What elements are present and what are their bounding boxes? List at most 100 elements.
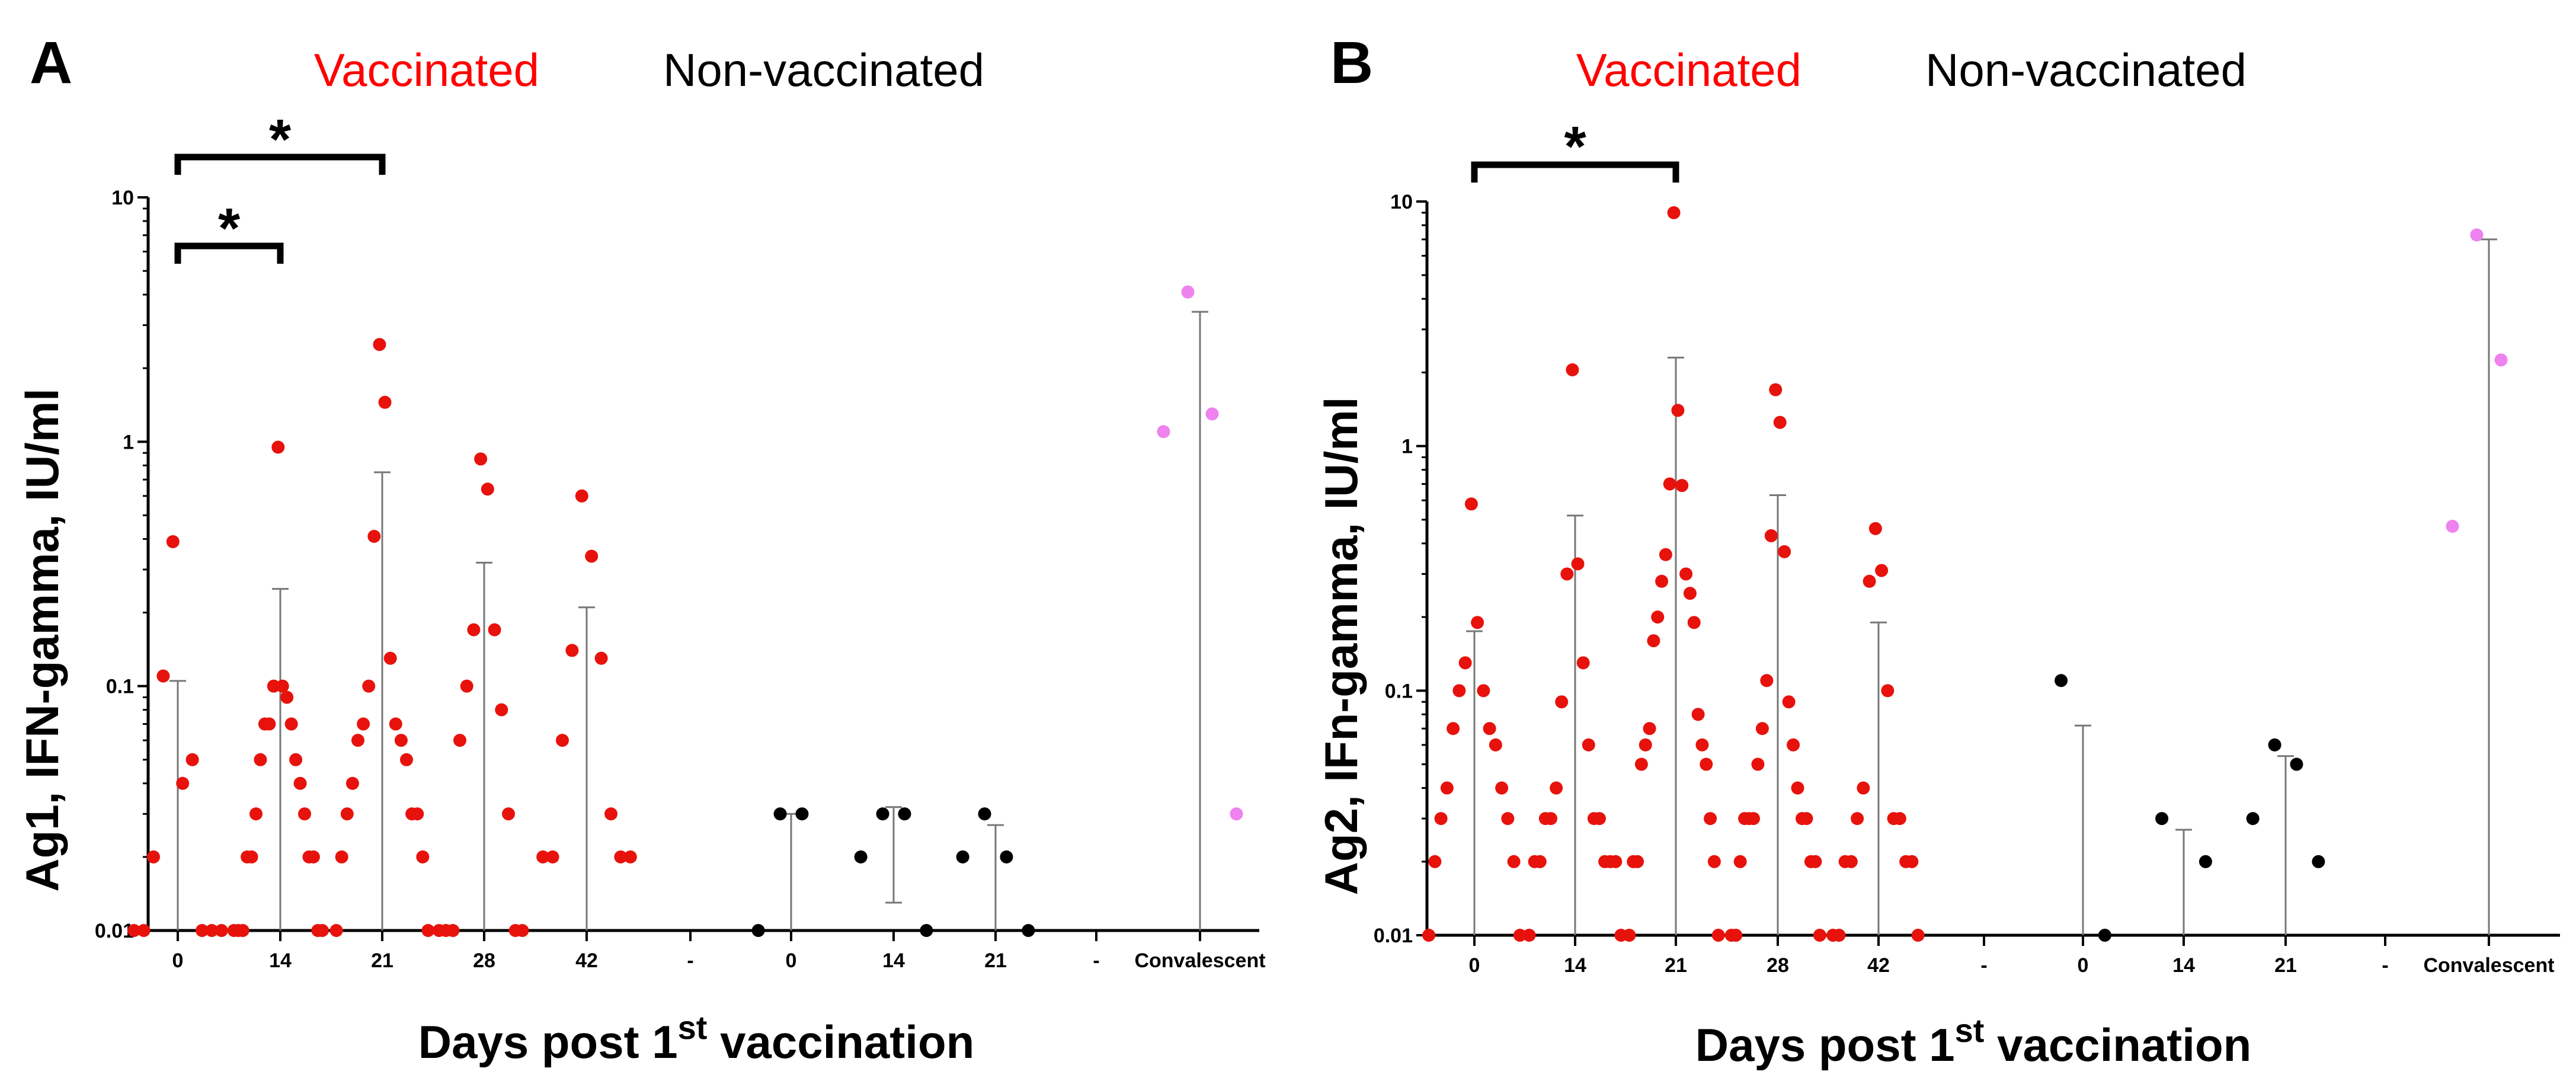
panel-a-data-point xyxy=(453,734,466,747)
panel-b-data-point xyxy=(1695,738,1709,752)
panel-a-data-point xyxy=(614,850,628,864)
panel-a-data-point xyxy=(249,807,263,821)
panel-b-data-point xyxy=(1724,929,1738,942)
panel-b-x-tick: 14 xyxy=(2172,954,2195,977)
panel-b-data-point xyxy=(1489,738,1502,752)
panel-a-data-point xyxy=(362,679,376,693)
panel-b-data-point xyxy=(1679,567,1693,581)
panel-b-data-point xyxy=(2312,855,2325,868)
panel-a-group-vaccinated: Vaccinated xyxy=(314,44,539,96)
panel-b-data-point xyxy=(1471,616,1484,629)
panel-a-data-point xyxy=(367,529,381,543)
panel-b-data-point xyxy=(1813,929,1826,942)
panel-a-data-point xyxy=(306,850,320,864)
panel-a-points xyxy=(127,285,1243,937)
panel-a-data-point xyxy=(956,850,969,864)
panel-a-data-point xyxy=(345,776,359,790)
panel-b-data-point xyxy=(1513,929,1527,942)
panel-a-significance-star: * xyxy=(218,197,241,260)
panel-a-significance: * * xyxy=(174,108,386,264)
panel-b-data-point xyxy=(2290,757,2303,771)
panel-a-data-point xyxy=(481,482,494,496)
panel-b-data-point xyxy=(1738,812,1752,826)
panel-a-data-point xyxy=(329,924,343,937)
panel-b-data-point xyxy=(1881,684,1895,698)
panel-b-x-axis-title-sup: st xyxy=(1955,1012,1985,1049)
panel-b-data-point xyxy=(1851,812,1864,826)
panel-b-data-point xyxy=(1447,722,1460,736)
panel-a-data-point xyxy=(594,651,608,665)
panel-a-data-point xyxy=(298,807,311,821)
panel-b-data-point xyxy=(1687,616,1701,629)
panel-b-y-ticks: 10 1 0.1 0.01 xyxy=(1374,191,1413,947)
panel-a-data-point xyxy=(432,924,446,937)
panel-b-data-point xyxy=(2268,738,2281,752)
panel-b-data-point xyxy=(1700,757,1713,771)
panel-b-x-tick: - xyxy=(2382,954,2388,977)
panel-a-x-tick: 21 xyxy=(371,949,393,972)
panel-b-data-point xyxy=(1893,812,1906,826)
panel-a-data-point xyxy=(1022,924,1035,937)
panel-a-significance-star: * xyxy=(269,108,292,171)
panel-a-data-point xyxy=(137,924,151,937)
panel-a-data-point xyxy=(604,807,617,821)
panel-a-data-point xyxy=(293,776,307,790)
panel-b-data-point xyxy=(1434,812,1448,826)
panel-b-data-point xyxy=(1634,757,1648,771)
panel-b-data-point xyxy=(1769,383,1783,396)
panel-a-data-point xyxy=(502,807,515,821)
panel-a-x-tick: 14 xyxy=(882,949,905,972)
panel-a-data-point xyxy=(421,924,435,937)
panel-b-data-point xyxy=(1623,929,1636,942)
panel-a-data-point xyxy=(1157,425,1170,439)
panel-a-data-point xyxy=(267,679,280,693)
panel-a-data-point xyxy=(127,924,141,937)
panel-b-significance-star: * xyxy=(1564,115,1586,178)
panel-b-data-point xyxy=(1609,855,1623,868)
panel-b-error-bars xyxy=(1466,238,2497,935)
panel-b-data-point xyxy=(2199,855,2212,868)
panel-b-data-point xyxy=(1782,695,1796,709)
panel-a-x-axis-title-tail: vaccination xyxy=(707,1016,974,1068)
panel-b-data-point xyxy=(1868,522,1882,535)
panel-b-group-non-vaccinated: Non-vaccinated xyxy=(1925,44,2247,96)
panel-a-data-point xyxy=(373,338,386,351)
panel-b-data-point xyxy=(1751,757,1765,771)
panel-a-x-tick: - xyxy=(1093,949,1099,972)
panel-a-x-tick: 0 xyxy=(786,949,797,972)
panel-b-data-point xyxy=(1647,634,1660,648)
panel-b-axes xyxy=(1416,200,2560,946)
panel-b-x-tick: 21 xyxy=(2274,954,2297,977)
panel-a-x-axis-title-sup: st xyxy=(678,1009,708,1046)
panel-b-data-point xyxy=(1707,855,1721,868)
panel-a-x-axis-title-main: Days post 1 xyxy=(418,1016,678,1068)
panel-a-data-point xyxy=(147,850,160,864)
panel-b-data-point xyxy=(1667,206,1681,219)
panel-a-data-point xyxy=(1230,807,1243,821)
panel-b-data-point xyxy=(2246,812,2260,826)
panel-a-data-point xyxy=(773,807,787,821)
panel-a: A Vaccinated Non-vaccinated 10 1 0.1 0.0… xyxy=(16,30,1266,1068)
panel-b-data-point xyxy=(1582,738,1595,752)
panel-a-data-point xyxy=(351,734,364,747)
panel-b-data-point xyxy=(1464,497,1478,511)
panel-a-group-non-vaccinated: Non-vaccinated xyxy=(663,44,984,96)
panel-b-data-point xyxy=(2155,812,2169,826)
panel-b-y-axis-title: Ag2, IFn-gamma, IU/ml xyxy=(1315,397,1367,896)
panel-b-data-point xyxy=(1778,545,1791,558)
panel-a-data-point xyxy=(1181,285,1195,299)
panel-b-data-point xyxy=(2446,519,2459,533)
panel-b-data-point xyxy=(1655,574,1669,588)
panel-b-data-point xyxy=(1704,812,1717,826)
panel-a-data-point xyxy=(920,924,933,937)
panel-a-data-point xyxy=(156,669,170,683)
panel-a-data-point xyxy=(205,924,219,937)
panel-a-data-point xyxy=(795,807,809,821)
panel-b-y-tick-1: 1 xyxy=(1401,436,1413,458)
panel-a-data-point xyxy=(898,807,911,821)
panel-a-data-point xyxy=(488,623,501,637)
panel-a-data-point xyxy=(556,734,569,747)
panel-a-data-point xyxy=(460,679,473,693)
panel-a-y-tick-10: 10 xyxy=(111,187,134,209)
panel-a-y-ticks: 10 1 0.1 0.01 xyxy=(95,187,134,942)
